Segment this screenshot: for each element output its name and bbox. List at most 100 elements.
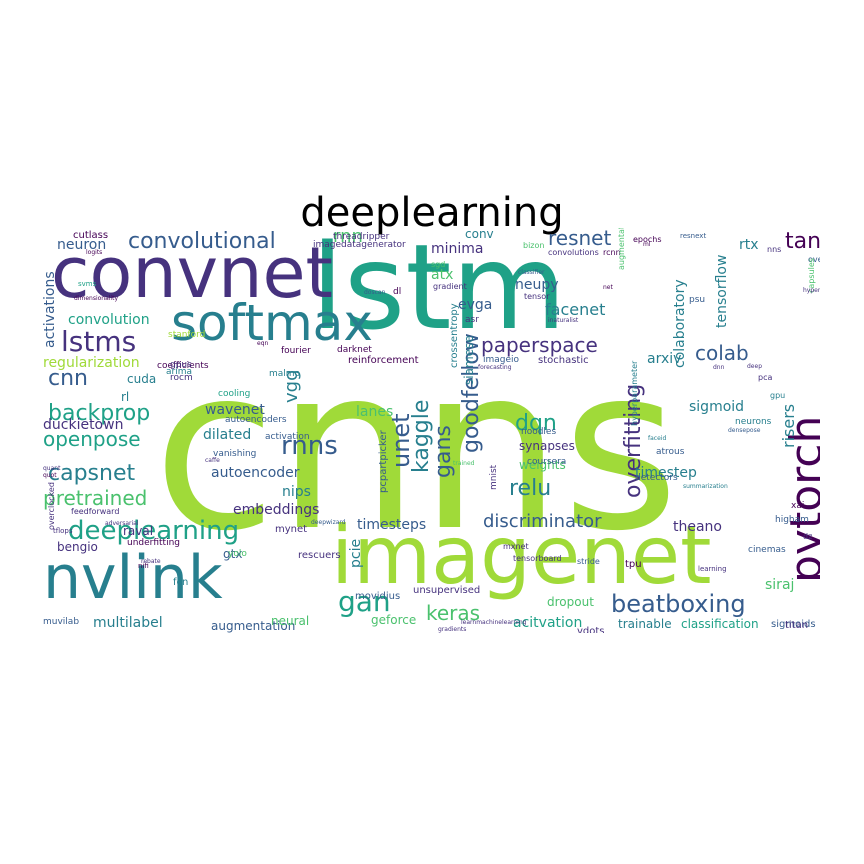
cloud-word: coursera xyxy=(527,457,567,467)
cloud-word: forecasting xyxy=(478,364,512,371)
cloud-word: gan xyxy=(338,585,391,618)
cloud-word: nvlink xyxy=(43,543,223,613)
cloud-word: yolo xyxy=(228,549,247,559)
cloud-word: bizon xyxy=(523,241,545,250)
cloud-word: darknet xyxy=(337,345,372,355)
cloud-word: xai xyxy=(791,501,805,511)
cloud-word: nips xyxy=(282,484,311,500)
cloud-word: pca xyxy=(758,373,773,382)
cloud-word: dilated xyxy=(203,427,252,443)
cloud-word: relu xyxy=(509,476,552,501)
cloud-word: hyperas xyxy=(803,287,820,294)
cloud-word: psu xyxy=(689,295,706,305)
cloud-word: cuda xyxy=(127,372,157,386)
cloud-word: gpus xyxy=(170,360,192,370)
cloud-word: stochastic xyxy=(538,355,589,366)
cloud-word: softmax xyxy=(171,294,373,352)
cloud-word: resnext xyxy=(680,232,707,240)
cloud-word: faceid xyxy=(648,435,667,442)
cloud-word: movidius xyxy=(355,591,401,602)
cloud-word: activations xyxy=(43,271,58,348)
cloud-word: fcn xyxy=(173,577,189,588)
cloud-word: timesteps xyxy=(357,517,427,533)
cloud-word: lstms xyxy=(61,325,137,358)
cloud-word: tensorflow xyxy=(714,254,730,328)
cloud-word: crossentropy xyxy=(449,303,460,368)
cloud-word: malmo xyxy=(269,369,301,379)
cloud-word: multilabel xyxy=(93,615,163,631)
cloud-word: facenet xyxy=(545,300,606,319)
cloud-word: overclocked xyxy=(47,482,56,530)
cloud-word: gradient xyxy=(433,282,467,291)
cloud-word: logits xyxy=(86,249,103,256)
cloud-word: beatboxing xyxy=(611,590,746,618)
word-cloud: cnns lstm convnet imagenet nvlink pytorch soft… xyxy=(43,228,820,633)
cloud-word: tpu xyxy=(625,559,642,570)
cloud-word: conv xyxy=(465,228,494,241)
cloud-word: resnet xyxy=(548,228,612,250)
cloud-word: capsnet xyxy=(48,461,136,486)
cloud-word: tensorboard xyxy=(513,554,562,563)
cloud-word: augmentations xyxy=(617,228,626,270)
cloud-word: timestep xyxy=(635,465,697,481)
cloud-word: theano xyxy=(673,519,722,535)
cloud-word: doscan xyxy=(364,289,386,296)
cloud-word: rebate xyxy=(141,558,161,565)
cloud-word: sigmoid xyxy=(689,399,745,415)
cloud-word: densepose xyxy=(728,427,761,434)
cloud-word: imagenet xyxy=(331,509,712,602)
cloud-word: eqn xyxy=(257,340,269,347)
cloud-word: learning xyxy=(698,565,727,573)
cloud-word: mxnet xyxy=(503,542,529,551)
cloud-word: dz xyxy=(803,532,813,541)
cloud-word: titan xyxy=(785,620,809,631)
cloud-word: synapses xyxy=(519,439,575,453)
cloud-word: lstm xyxy=(311,228,567,356)
cloud-word: ml xyxy=(643,241,651,248)
cloud-word: discriminator xyxy=(483,511,602,532)
cloud-word: backprop xyxy=(48,401,151,426)
cloud-word: rl xyxy=(121,390,130,404)
cloud-word: vdots xyxy=(577,626,605,634)
cloud-word: neuron xyxy=(57,237,107,253)
cloud-word: classification xyxy=(681,617,759,631)
cloud-word: rcnn xyxy=(603,248,621,257)
cloud-word: convolutional xyxy=(128,229,276,254)
cloud-word: asr xyxy=(465,315,479,325)
cloud-word: convnet xyxy=(51,232,333,314)
cloud-word: learnmachinelearning xyxy=(461,619,527,626)
cloud-word: duckietown xyxy=(43,417,124,433)
cloud-word: vanishing xyxy=(213,449,257,459)
cloud-word: tflops xyxy=(53,527,73,535)
cloud-word: bengio xyxy=(57,540,98,554)
cloud-word: neupy xyxy=(515,277,559,293)
cloud-word: geforce xyxy=(371,613,417,627)
cloud-word: activation xyxy=(265,432,310,442)
cloud-word: siamese xyxy=(462,335,476,385)
cloud-word: classifier xyxy=(518,269,545,276)
cloud-word: detectors xyxy=(635,473,678,483)
cloud-word: dropout xyxy=(547,595,594,609)
cloud-word: cooling xyxy=(218,389,251,399)
cloud-word: tanh xyxy=(785,229,820,254)
cloud-word: gradients xyxy=(438,626,467,633)
cloud-word: rnns xyxy=(281,431,338,461)
cloud-word: raval xyxy=(123,524,154,538)
cloud-word: sigmoids xyxy=(771,619,816,630)
cloud-word: muvilab xyxy=(43,617,80,627)
cloud-word: feedforward xyxy=(71,507,120,516)
cloud-word: deep xyxy=(747,363,762,370)
cloud-word: gtx xyxy=(223,547,243,561)
cloud-word: underfitting xyxy=(127,538,181,548)
cloud-word: embeddings xyxy=(233,502,320,518)
cloud-word: colab xyxy=(695,341,749,365)
cloud-word: gpu xyxy=(770,391,786,400)
cloud-word: inaturalist xyxy=(548,317,579,324)
cloud-word: siraj xyxy=(765,577,795,593)
cloud-word: atx xyxy=(431,267,454,283)
cloud-word: mnist xyxy=(489,464,499,490)
cloud-word: cinemas xyxy=(748,545,786,555)
cloud-word: minima xyxy=(431,241,484,257)
cloud-word: dnn xyxy=(713,364,725,371)
